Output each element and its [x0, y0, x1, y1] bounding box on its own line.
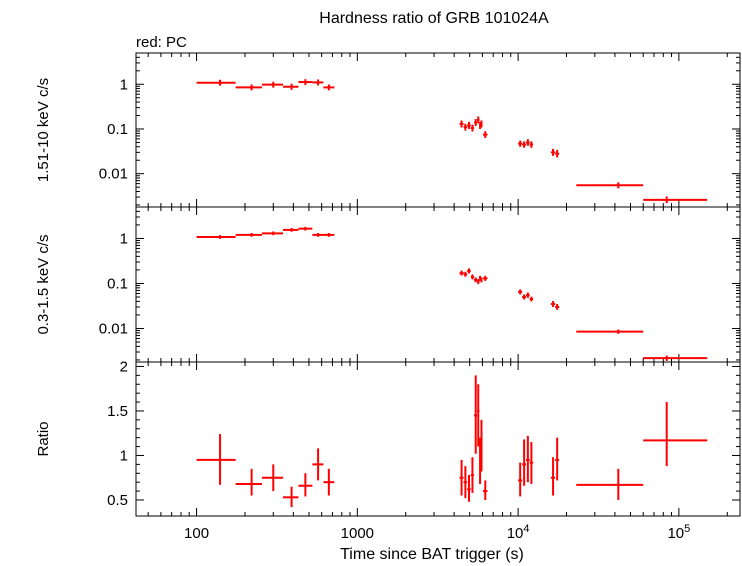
- x-tick-label: 100: [184, 525, 209, 542]
- x-tick-label: 1000: [341, 525, 374, 542]
- data-point: [555, 149, 560, 158]
- data-point: [518, 140, 523, 147]
- data-point: [522, 141, 527, 148]
- soft-y-axis-label: 0.3-1.5 keV c/s: [35, 234, 52, 334]
- data-point: [550, 457, 556, 496]
- data-point: [477, 279, 480, 285]
- data-point: [576, 329, 644, 334]
- y-tick-label: 0.1: [107, 275, 128, 292]
- data-point: [312, 233, 324, 237]
- data-point: [576, 182, 644, 189]
- data-point: [196, 79, 236, 86]
- data-point: [261, 81, 284, 88]
- ratio-frame: [135, 361, 741, 517]
- data-point: [477, 384, 480, 447]
- data-point: [643, 196, 708, 204]
- data-point: [470, 457, 475, 493]
- data-point: [467, 475, 471, 502]
- data-point: [467, 122, 471, 129]
- data-point: [235, 233, 262, 237]
- data-point: [323, 468, 335, 496]
- data-point: [518, 462, 523, 497]
- data-point: [483, 131, 488, 138]
- data-point: [483, 275, 488, 281]
- data-point: [522, 294, 527, 300]
- data-point: [283, 228, 299, 232]
- data-point: [323, 233, 335, 237]
- data-point: [480, 120, 483, 128]
- data-point: [643, 402, 708, 467]
- data-point: [522, 439, 527, 486]
- ratio-y-axis-label: Ratio: [35, 421, 52, 456]
- legend-label: red: PC: [136, 34, 187, 51]
- data-point: [261, 464, 284, 492]
- data-point: [459, 120, 464, 128]
- y-tick-label: 1: [120, 230, 128, 247]
- x-axis-label: Time since BAT trigger (s): [340, 546, 524, 563]
- data-point: [477, 116, 480, 124]
- data-point: [463, 123, 468, 131]
- data-point: [235, 468, 262, 496]
- chart-panels: 1 0.1 0.01 1.51-10 keV c/s 1 0.1 0.01 0.3-1.5 k…: [35, 52, 741, 563]
- data-point: [298, 473, 313, 497]
- data-point: [555, 437, 560, 481]
- hard-y-axis-label: 1.51-10 keV c/s: [35, 78, 52, 182]
- data-point: [235, 84, 262, 91]
- data-point: [526, 292, 530, 298]
- x-tick-label: 105: [667, 523, 690, 542]
- data-point: [196, 434, 236, 485]
- y-tick-label: 0.01: [99, 320, 128, 337]
- data-point: [474, 375, 478, 454]
- data-point: [480, 419, 483, 472]
- data-point: [483, 480, 488, 500]
- data-point: [470, 274, 475, 280]
- data-point: [261, 231, 284, 236]
- y-tick-label: 0.01: [99, 166, 128, 183]
- data-point: [283, 83, 299, 90]
- hard-panel: 1 0.1 0.01 1.51-10 keV c/s: [35, 52, 741, 208]
- data-point: [459, 270, 464, 276]
- data-point: [529, 442, 534, 484]
- data-point: [529, 296, 534, 302]
- y-tick-label: 1: [120, 76, 128, 93]
- data-point: [643, 355, 708, 361]
- data-point: [555, 303, 560, 310]
- data-point: [298, 226, 313, 231]
- data-point: [526, 139, 530, 146]
- data-point: [550, 300, 556, 308]
- data-point: [463, 271, 468, 277]
- ratio-panel: 0.5 1 1.5 2 Ratio 100 1000 104 105 Time since BAT…: [35, 358, 741, 563]
- x-tick-label: 104: [507, 523, 530, 542]
- data-point: [526, 435, 530, 483]
- data-point: [312, 448, 324, 481]
- data-point: [323, 84, 335, 91]
- chart-title: Hardness ratio of GRB 101024A: [319, 10, 549, 27]
- data-point: [474, 119, 478, 126]
- data-point: [463, 466, 468, 499]
- data-point: [470, 124, 475, 132]
- data-point: [480, 277, 483, 283]
- soft-frame: [135, 206, 741, 363]
- y-tick-label: 1: [120, 447, 128, 464]
- soft-panel: 1 0.1 0.01 0.3-1.5 keV c/s: [35, 206, 741, 363]
- data-point: [550, 148, 556, 156]
- data-point: [283, 486, 299, 508]
- data-point: [196, 235, 236, 239]
- data-point: [459, 459, 464, 496]
- y-tick-label: 0.5: [107, 492, 128, 509]
- y-tick-label: 1.5: [107, 403, 128, 420]
- data-point: [474, 277, 478, 283]
- data-point: [576, 468, 644, 500]
- y-tick-label: 0.1: [107, 121, 128, 138]
- hard-frame: [135, 52, 741, 208]
- data-point: [529, 141, 534, 148]
- data-point: [312, 79, 324, 86]
- data-point: [518, 289, 523, 295]
- y-tick-label: 2: [120, 358, 128, 375]
- data-point: [467, 268, 471, 274]
- data-point: [298, 79, 313, 86]
